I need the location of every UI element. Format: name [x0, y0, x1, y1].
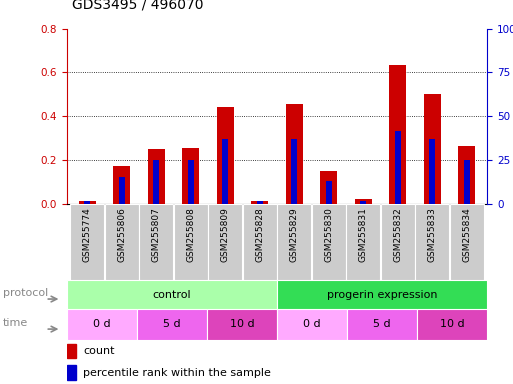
Text: 10 d: 10 d	[440, 319, 465, 329]
Text: GSM255834: GSM255834	[462, 207, 471, 262]
Text: GSM255807: GSM255807	[152, 207, 161, 262]
Bar	[67, 309, 137, 340]
Bar	[70, 204, 104, 280]
Bar	[291, 139, 298, 204]
Bar	[105, 204, 139, 280]
Bar	[346, 204, 380, 280]
Text: protocol: protocol	[3, 288, 48, 298]
Text: count: count	[83, 346, 114, 356]
Bar	[394, 131, 401, 204]
Text: GSM255829: GSM255829	[290, 207, 299, 262]
Text: percentile rank within the sample: percentile rank within the sample	[83, 367, 271, 377]
Bar	[429, 139, 436, 204]
Bar	[320, 171, 338, 204]
Bar	[389, 65, 406, 204]
Bar	[424, 94, 441, 204]
Bar	[450, 204, 484, 280]
Bar	[188, 160, 194, 204]
Bar	[256, 201, 263, 204]
Bar	[119, 177, 125, 204]
Text: GSM255808: GSM255808	[186, 207, 195, 262]
Bar	[286, 104, 303, 204]
Text: GSM255830: GSM255830	[324, 207, 333, 262]
Text: 10 d: 10 d	[230, 319, 254, 329]
Bar	[67, 344, 76, 358]
Text: GSM255832: GSM255832	[393, 207, 402, 262]
Text: progerin expression: progerin expression	[327, 290, 438, 300]
Text: GSM255774: GSM255774	[83, 207, 92, 262]
Bar	[207, 309, 277, 340]
Bar	[251, 201, 268, 204]
Bar	[208, 204, 242, 280]
Bar	[137, 309, 207, 340]
Text: GSM255806: GSM255806	[117, 207, 126, 262]
Bar	[140, 204, 173, 280]
Bar	[84, 201, 90, 204]
Bar	[148, 149, 165, 204]
Bar	[464, 160, 470, 204]
Text: time: time	[3, 318, 28, 328]
Bar	[312, 204, 346, 280]
Bar	[416, 204, 449, 280]
Bar	[277, 309, 347, 340]
Bar	[243, 204, 277, 280]
Text: 0 d: 0 d	[93, 319, 111, 329]
Text: GSM255828: GSM255828	[255, 207, 264, 262]
Text: GSM255809: GSM255809	[221, 207, 230, 262]
Bar	[182, 148, 200, 204]
Bar	[326, 180, 332, 204]
Bar	[222, 139, 228, 204]
Bar	[278, 204, 311, 280]
Bar	[417, 309, 487, 340]
Bar	[113, 166, 130, 204]
Bar	[79, 201, 96, 204]
Bar	[360, 201, 366, 204]
Bar	[347, 309, 417, 340]
Bar	[67, 280, 277, 309]
Text: GDS3495 / 496070: GDS3495 / 496070	[72, 0, 203, 12]
Bar	[216, 108, 234, 204]
Bar	[174, 204, 208, 280]
Text: 5 d: 5 d	[373, 319, 391, 329]
Text: 0 d: 0 d	[303, 319, 321, 329]
Bar	[381, 204, 415, 280]
Text: 5 d: 5 d	[163, 319, 181, 329]
Text: GSM255833: GSM255833	[428, 207, 437, 262]
Text: control: control	[152, 290, 191, 300]
Bar	[354, 199, 372, 204]
Bar	[277, 280, 487, 309]
Bar	[153, 160, 160, 204]
Bar	[458, 146, 475, 204]
Text: GSM255831: GSM255831	[359, 207, 368, 262]
Bar	[67, 366, 76, 379]
